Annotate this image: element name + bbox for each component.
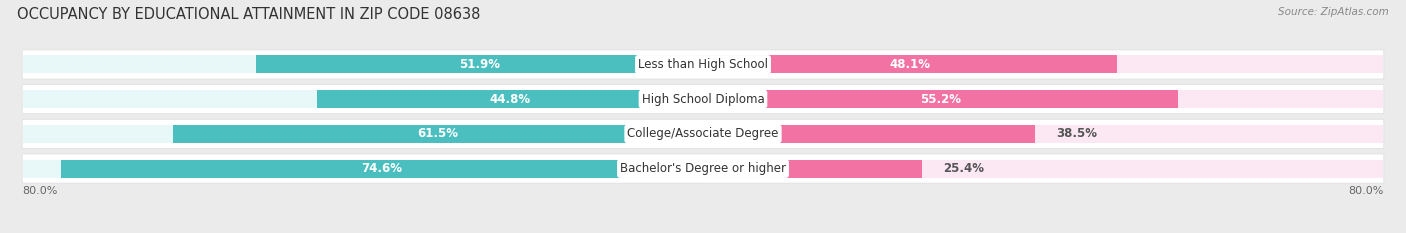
Text: College/Associate Degree: College/Associate Degree — [627, 127, 779, 140]
Bar — [318, 90, 703, 108]
FancyBboxPatch shape — [22, 154, 1384, 183]
Bar — [60, 160, 703, 178]
Bar — [22, 55, 703, 73]
Text: 51.9%: 51.9% — [458, 58, 501, 71]
Text: 80.0%: 80.0% — [22, 186, 58, 196]
FancyBboxPatch shape — [22, 50, 1384, 79]
Bar — [22, 125, 703, 143]
Bar — [173, 125, 703, 143]
FancyBboxPatch shape — [22, 85, 1384, 114]
Text: 44.8%: 44.8% — [489, 93, 530, 106]
Text: 55.2%: 55.2% — [920, 93, 962, 106]
Text: 80.0%: 80.0% — [1348, 186, 1384, 196]
Text: 38.5%: 38.5% — [1056, 127, 1097, 140]
Bar — [703, 125, 1035, 143]
Text: Source: ZipAtlas.com: Source: ZipAtlas.com — [1278, 7, 1389, 17]
Bar — [703, 55, 1118, 73]
FancyBboxPatch shape — [22, 119, 1384, 148]
Text: Less than High School: Less than High School — [638, 58, 768, 71]
Text: 25.4%: 25.4% — [943, 162, 984, 175]
Bar — [703, 125, 1384, 143]
Text: 48.1%: 48.1% — [890, 58, 931, 71]
Bar — [703, 160, 922, 178]
Text: OCCUPANCY BY EDUCATIONAL ATTAINMENT IN ZIP CODE 08638: OCCUPANCY BY EDUCATIONAL ATTAINMENT IN Z… — [17, 7, 481, 22]
Text: Bachelor's Degree or higher: Bachelor's Degree or higher — [620, 162, 786, 175]
Bar — [703, 90, 1384, 108]
Bar — [703, 160, 1384, 178]
Text: 74.6%: 74.6% — [361, 162, 402, 175]
Bar — [22, 90, 703, 108]
Text: High School Diploma: High School Diploma — [641, 93, 765, 106]
Text: 61.5%: 61.5% — [418, 127, 458, 140]
Bar — [703, 55, 1384, 73]
Bar — [256, 55, 703, 73]
Bar — [703, 90, 1178, 108]
Bar — [22, 160, 703, 178]
